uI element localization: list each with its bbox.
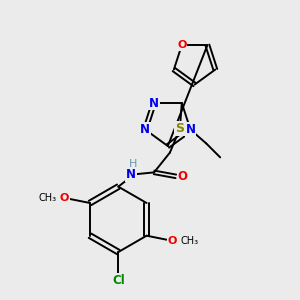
Text: O: O [178, 170, 188, 183]
Text: O: O [177, 40, 187, 50]
Text: Cl: Cl [112, 274, 125, 287]
Text: CH₃: CH₃ [180, 236, 198, 246]
Text: CH₃: CH₃ [38, 193, 56, 203]
Text: S: S [175, 122, 184, 135]
Text: N: N [149, 97, 159, 110]
Text: O: O [168, 236, 177, 246]
Text: O: O [59, 193, 69, 203]
Text: H: H [129, 159, 137, 170]
Text: N: N [185, 123, 195, 136]
Text: N: N [140, 123, 150, 136]
Text: N: N [126, 168, 136, 181]
